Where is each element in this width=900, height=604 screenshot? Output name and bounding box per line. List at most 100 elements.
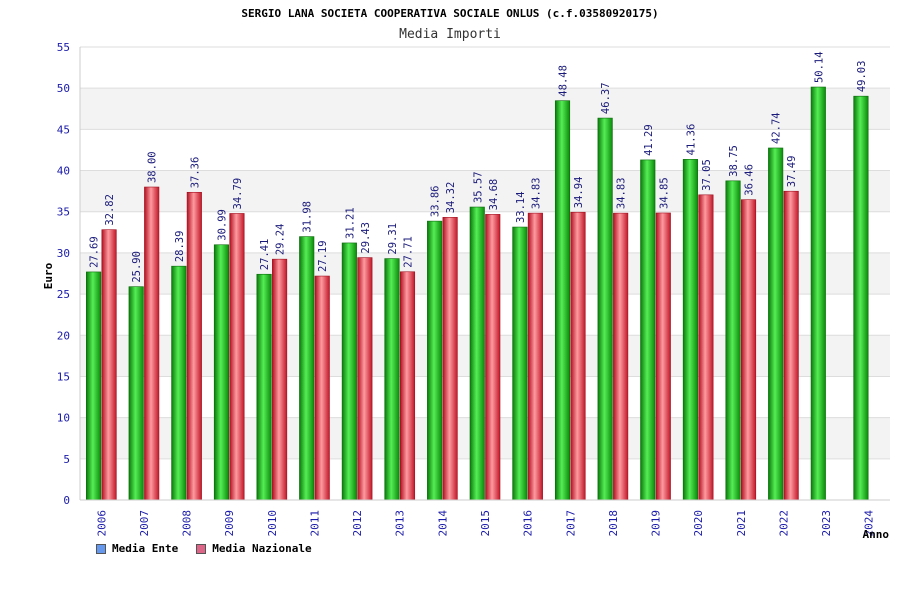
- x-tick-label: 2018: [607, 510, 620, 537]
- x-tick-label: 2020: [692, 510, 705, 537]
- value-label-media-nazionale-2015: 34.68: [488, 179, 500, 211]
- bar-media-nazionale-2013: [399, 271, 416, 501]
- legend-item-media-nazionale: Media Nazionale: [196, 542, 312, 555]
- x-tick-label: 2011: [308, 510, 321, 537]
- y-tick-label: 15: [57, 370, 70, 383]
- bar-media-ente-2014: [427, 220, 443, 501]
- bar-media-ente-2024: [853, 95, 869, 501]
- y-tick-label: 20: [57, 329, 70, 342]
- value-label-media-ente-2017: 48.48: [558, 65, 570, 97]
- bar-media-nazionale-2015: [485, 214, 501, 501]
- value-label-media-nazionale-2018: 34.83: [616, 178, 628, 210]
- bar-media-ente-2019: [640, 159, 656, 501]
- value-label-media-ente-2012: 31.21: [344, 207, 356, 239]
- value-label-media-nazionale-2008: 37.36: [189, 157, 201, 189]
- value-label-media-ente-2008: 28.39: [174, 231, 186, 263]
- y-tick-label: 30: [57, 247, 70, 260]
- bar-media-nazionale-2018: [613, 212, 629, 501]
- chart-legend: Media Ente Media Nazionale: [96, 542, 312, 555]
- value-label-media-nazionale-2012: 29.43: [360, 222, 372, 254]
- legend-swatch-media-ente: [96, 543, 106, 554]
- x-tick-label: 2007: [138, 510, 151, 537]
- value-label-media-nazionale-2013: 27.71: [402, 236, 414, 268]
- bar-media-ente-2008: [171, 265, 187, 501]
- value-label-media-ente-2022: 42.74: [771, 112, 783, 144]
- chart-title: SERGIO LANA SOCIETA COOPERATIVA SOCIALE …: [241, 7, 658, 20]
- value-label-media-ente-2006: 27.69: [89, 236, 101, 268]
- value-label-media-nazionale-2014: 34.32: [445, 182, 457, 214]
- bar-media-nazionale-2009: [229, 213, 245, 501]
- bar-media-ente-2020: [682, 159, 698, 501]
- x-tick-label: 2024: [863, 510, 876, 537]
- bar-media-nazionale-2007: [144, 186, 160, 501]
- legend-label-media-nazionale: Media Nazionale: [212, 542, 312, 555]
- value-label-media-nazionale-2020: 37.05: [701, 159, 713, 191]
- y-tick-label: 55: [57, 41, 70, 54]
- value-label-media-nazionale-2010: 29.24: [275, 224, 287, 256]
- chart-subtitle: Media Importi: [399, 27, 501, 42]
- value-label-media-ente-2014: 33.86: [430, 186, 442, 218]
- x-tick-label: 2023: [820, 510, 833, 537]
- grid-band: [80, 88, 890, 130]
- bar-media-ente-2018: [597, 117, 613, 501]
- value-label-media-ente-2024: 49.03: [856, 61, 868, 93]
- y-tick-label: 50: [57, 82, 70, 95]
- value-label-media-nazionale-2011: 27.19: [317, 240, 329, 272]
- y-tick-label: 0: [63, 494, 70, 507]
- x-tick-label: 2022: [777, 510, 790, 537]
- x-tick-label: 2009: [223, 510, 236, 537]
- bar-media-ente-2010: [256, 273, 272, 501]
- bar-media-nazionale-2006: [101, 229, 117, 501]
- legend-label-media-ente: Media Ente: [112, 542, 179, 555]
- x-axis-label: Anno: [863, 528, 890, 541]
- x-tick-label: 2013: [394, 510, 407, 537]
- bar-media-nazionale-2011: [314, 275, 330, 501]
- x-tick-label: 2014: [436, 510, 449, 537]
- bar-media-ente-2021: [725, 180, 741, 501]
- x-tick-label: 2021: [735, 510, 748, 537]
- value-label-media-ente-2019: 41.29: [643, 124, 655, 156]
- x-tick-label: 2010: [266, 510, 279, 537]
- bar-media-ente-2016: [512, 226, 528, 501]
- bar-media-nazionale-2014: [442, 217, 458, 501]
- bar-media-nazionale-2012: [357, 257, 373, 501]
- bar-media-ente-2013: [384, 258, 400, 501]
- value-label-media-ente-2013: 29.31: [387, 223, 399, 255]
- y-tick-label: 5: [63, 453, 70, 466]
- y-tick-label: 40: [57, 165, 70, 178]
- legend-item-media-ente: Media Ente: [96, 542, 178, 555]
- bar-media-ente-2009: [213, 244, 230, 501]
- y-tick-label: 10: [57, 412, 70, 425]
- value-label-media-nazionale-2021: 36.46: [744, 164, 756, 196]
- bar-media-ente-2022: [768, 147, 784, 501]
- y-axis-label: Euro: [42, 262, 55, 289]
- bar-media-ente-2006: [86, 271, 102, 501]
- value-label-media-ente-2021: 38.75: [728, 145, 740, 177]
- value-label-media-ente-2011: 31.98: [302, 201, 314, 233]
- value-label-media-ente-2018: 46.37: [600, 82, 612, 114]
- y-tick-label: 35: [57, 206, 70, 219]
- value-label-media-ente-2020: 41.36: [685, 124, 697, 156]
- x-tick-label: 2012: [351, 510, 364, 537]
- x-tick-label: 2019: [650, 510, 663, 537]
- bar-media-ente-2012: [341, 242, 357, 501]
- value-label-media-ente-2023: 50.14: [813, 51, 825, 83]
- value-label-media-nazionale-2022: 37.49: [786, 156, 798, 188]
- bar-media-ente-2011: [299, 236, 315, 501]
- bar-media-ente-2017: [554, 100, 571, 501]
- x-tick-label: 2016: [522, 510, 535, 537]
- bar-media-nazionale-2019: [655, 212, 671, 501]
- legend-swatch-media-nazionale: [196, 543, 207, 554]
- bar-media-nazionale-2020: [698, 194, 714, 501]
- value-label-media-nazionale-2017: 34.94: [573, 177, 585, 209]
- value-label-media-ente-2016: 33.14: [515, 191, 527, 223]
- value-label-media-nazionale-2009: 34.79: [232, 178, 244, 210]
- bar-media-nazionale-2017: [570, 211, 586, 501]
- bar-media-ente-2007: [128, 286, 144, 501]
- bar-media-nazionale-2008: [186, 191, 202, 501]
- bar-media-nazionale-2022: [783, 190, 799, 501]
- bar-media-nazionale-2021: [740, 199, 757, 501]
- y-tick-label: 45: [57, 123, 70, 136]
- y-tick-label: 25: [57, 288, 70, 301]
